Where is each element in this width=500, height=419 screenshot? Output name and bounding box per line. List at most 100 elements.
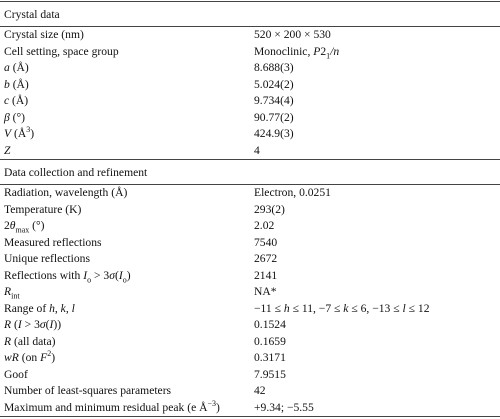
text: 424.9(3): [254, 127, 294, 140]
italic-text: Z: [4, 143, 11, 157]
text: ): [51, 351, 56, 364]
text: Reflections with: [4, 268, 84, 282]
text: 7540: [254, 235, 278, 249]
row-label: b (Å): [0, 77, 254, 94]
row-value: NA*: [254, 284, 500, 301]
section-title: Crystal data: [0, 1, 500, 27]
section: Data collection and refinement Radiation,…: [0, 159, 500, 417]
text: +9.34; −5.55: [254, 400, 314, 414]
text: Monoclinic,: [254, 44, 314, 58]
row-value: 9.734(4): [254, 93, 500, 110]
row-value: −11 ≤ h ≤ 11, −7 ≤ k ≤ 6, −13 ≤ l ≤ 12: [254, 301, 500, 318]
text: > 3: [91, 268, 110, 282]
row-label: wR (on F2): [0, 350, 254, 367]
text: 5.024(2): [254, 77, 294, 91]
table-row: Reflections with Io > 3σ(Io) 2141: [0, 268, 500, 285]
text: 2.02: [254, 219, 275, 232]
italic-text: R: [4, 334, 12, 348]
italic-text: V: [4, 127, 12, 140]
row-value: 42: [254, 383, 500, 400]
row-value: 8.688(3): [254, 60, 500, 77]
text: Goof: [4, 367, 28, 381]
text: 8.688(3): [254, 61, 294, 74]
table-row: 2θmax (°) 2.02: [0, 218, 500, 235]
italic-text: I: [17, 318, 22, 331]
table-row: a (Å) 8.688(3): [0, 60, 500, 77]
text: ≤ 11, −7 ≤: [289, 301, 344, 315]
text: 7.9515: [254, 367, 286, 381]
row-value: 7.9515: [254, 367, 500, 384]
italic-text: b: [4, 77, 10, 91]
row-label: Radiation, wavelength (Å): [0, 185, 254, 202]
table-row: R (I > 3σ(I)) 0.1524: [0, 317, 500, 334]
superscript: 2: [47, 349, 52, 359]
section-title: Data collection and refinement: [0, 159, 500, 185]
text: 2: [4, 219, 10, 232]
table-row: wR (on F2) 0.3171: [0, 350, 500, 367]
text: (: [11, 318, 18, 331]
row-label: Rint: [0, 284, 254, 301]
table-row: Unique reflections 2672: [0, 251, 500, 268]
row-label: Maximum and minimum residual peak (e Å−3…: [0, 398, 254, 417]
table-row: R (all data) 0.1659: [0, 334, 500, 351]
text: (°): [9, 110, 26, 124]
text: 2141: [254, 268, 278, 282]
subscript: 1: [326, 50, 331, 60]
italic-text: σ: [109, 268, 115, 282]
text: −11 ≤: [254, 301, 284, 315]
row-label: V (Å3): [0, 126, 254, 143]
row-label: Unique reflections: [0, 251, 254, 268]
row-label: β (°): [0, 110, 254, 127]
text: Crystal size (nm): [4, 28, 84, 41]
superscript: 3: [26, 125, 31, 135]
text: 293(2): [254, 202, 285, 216]
row-label: Number of least-squares parameters: [0, 383, 254, 400]
row-value: 7540: [254, 235, 500, 252]
row-value: 293(2): [254, 202, 500, 219]
row-label: Temperature (K): [0, 202, 254, 219]
text: ,: [54, 301, 61, 315]
text: 520 × 200 × 530: [254, 28, 331, 41]
table-row: Temperature (K) 293(2): [0, 202, 500, 219]
text: Number of least-squares parameters: [4, 384, 172, 397]
row-label: Measured reflections: [0, 235, 254, 252]
italic-text: h: [283, 301, 290, 315]
table-row: Range of h, k, l −11 ≤ h ≤ 11, −7 ≤ k ≤ 6…: [0, 301, 500, 318]
text: Cell setting, space group: [4, 44, 119, 58]
superscript: −3: [207, 398, 217, 408]
text: NA*: [254, 285, 277, 298]
italic-text: R: [4, 285, 12, 298]
row-label: Goof: [0, 367, 254, 384]
italic-text: I: [49, 318, 54, 331]
text: 0.1524: [254, 318, 286, 331]
table-row: b (Å) 5.024(2): [0, 77, 500, 94]
row-value: 0.1659: [254, 334, 500, 351]
row-label: Reflections with Io > 3σ(Io): [0, 268, 254, 285]
table-row: β (°) 90.77(2): [0, 110, 500, 127]
text: 90.77(2): [254, 110, 294, 124]
table-row: Rint NA*: [0, 284, 500, 301]
text: ≤ 12: [405, 301, 430, 315]
text: (: [45, 318, 50, 331]
table-row: Number of least-squares parameters 42: [0, 383, 500, 400]
italic-text: h: [49, 301, 55, 315]
text: ): [216, 400, 220, 414]
text: Measured reflections: [4, 235, 102, 249]
table-row: Crystal size (nm) 520 × 200 × 530: [0, 27, 500, 44]
italic-text: l: [71, 301, 75, 315]
italic-text: R: [4, 318, 12, 331]
row-label: c (Å): [0, 93, 254, 110]
text: (Å): [9, 77, 29, 91]
row-label: Crystal size (nm): [0, 27, 254, 44]
text: 0.3171: [254, 351, 286, 364]
table-row: Radiation, wavelength (Å) Electron, 0.025…: [0, 185, 500, 202]
italic-text: a: [4, 61, 10, 74]
italic-text: k: [60, 301, 66, 315]
text: (°): [29, 219, 45, 232]
row-label: Cell setting, space group: [0, 44, 254, 61]
italic-text: k: [343, 301, 349, 315]
row-value: +9.34; −5.55: [254, 400, 500, 417]
row-value: Monoclinic, P21/n: [254, 44, 500, 61]
row-value: Electron, 0.0251: [254, 185, 500, 202]
